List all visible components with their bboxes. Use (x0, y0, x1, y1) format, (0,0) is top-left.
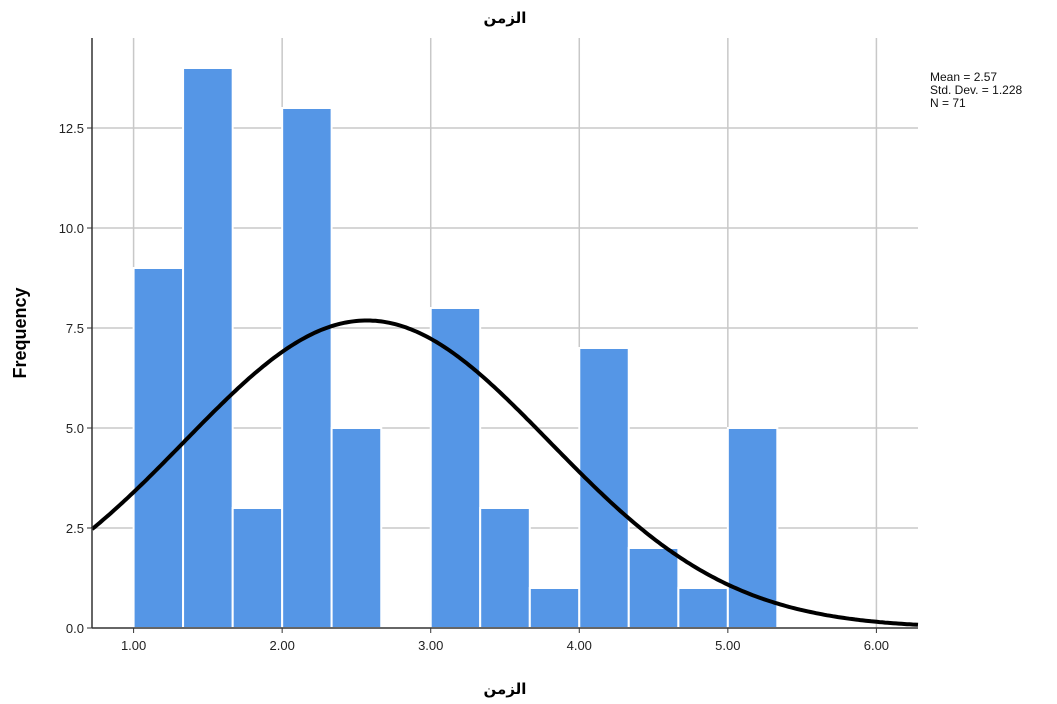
chart-title: الزمن (484, 9, 527, 27)
stats-legend: Mean = 2.57 Std. Dev. = 1.228 N = 71 (930, 71, 1022, 110)
x-tick-label: 3.00 (418, 638, 443, 653)
histogram-bar (429, 307, 482, 629)
histogram-bar (132, 267, 185, 629)
histogram-bar (726, 427, 779, 629)
x-axis-label: الزمن (484, 680, 527, 698)
y-tick-label: 0.0 (66, 621, 84, 636)
histogram-bar (479, 507, 531, 629)
stats-std-dev: Std. Dev. = 1.228 (930, 83, 1023, 97)
x-tick-label: 4.00 (567, 638, 592, 653)
histogram-bars (132, 67, 779, 629)
x-tick-label: 1.00 (121, 638, 146, 653)
y-tick-label: 10.0 (59, 221, 84, 236)
histogram-bar (627, 547, 680, 629)
axes (87, 38, 918, 633)
histogram-bar (677, 587, 729, 629)
stats-n: N = 71 (930, 96, 966, 110)
x-tick-label: 5.00 (715, 638, 740, 653)
y-tick-label: 12.5 (59, 121, 84, 136)
histogram-bar (281, 107, 333, 629)
y-tick-label: 2.5 (66, 521, 84, 536)
histogram-bar (231, 507, 284, 629)
y-tick-label: 7.5 (66, 321, 84, 336)
y-tick-label: 5.0 (66, 421, 84, 436)
tick-labels: 0.0 2.5 5.0 7.5 10.0 12.5 1.00 2.00 3.00 4.00 5.00… (59, 121, 889, 653)
normal-curve (90, 318, 919, 627)
histogram-bar (182, 67, 234, 629)
y-axis-label: Frequency (10, 287, 30, 378)
normal-curve-layer (90, 318, 919, 627)
x-tick-label: 2.00 (270, 638, 295, 653)
histogram-bar (330, 427, 383, 629)
histogram-bar (578, 347, 630, 629)
stats-mean: Mean = 2.57 (930, 70, 998, 84)
x-tick-label: 6.00 (864, 638, 889, 653)
histogram-bar (528, 587, 581, 629)
